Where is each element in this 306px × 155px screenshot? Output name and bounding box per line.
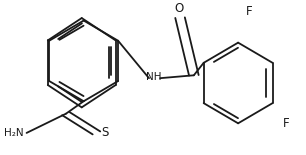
Text: H₂N: H₂N <box>4 128 24 138</box>
Text: NH: NH <box>146 72 161 82</box>
Text: F: F <box>246 5 252 18</box>
Text: O: O <box>174 2 183 15</box>
Text: S: S <box>101 126 108 139</box>
Text: F: F <box>283 117 290 130</box>
